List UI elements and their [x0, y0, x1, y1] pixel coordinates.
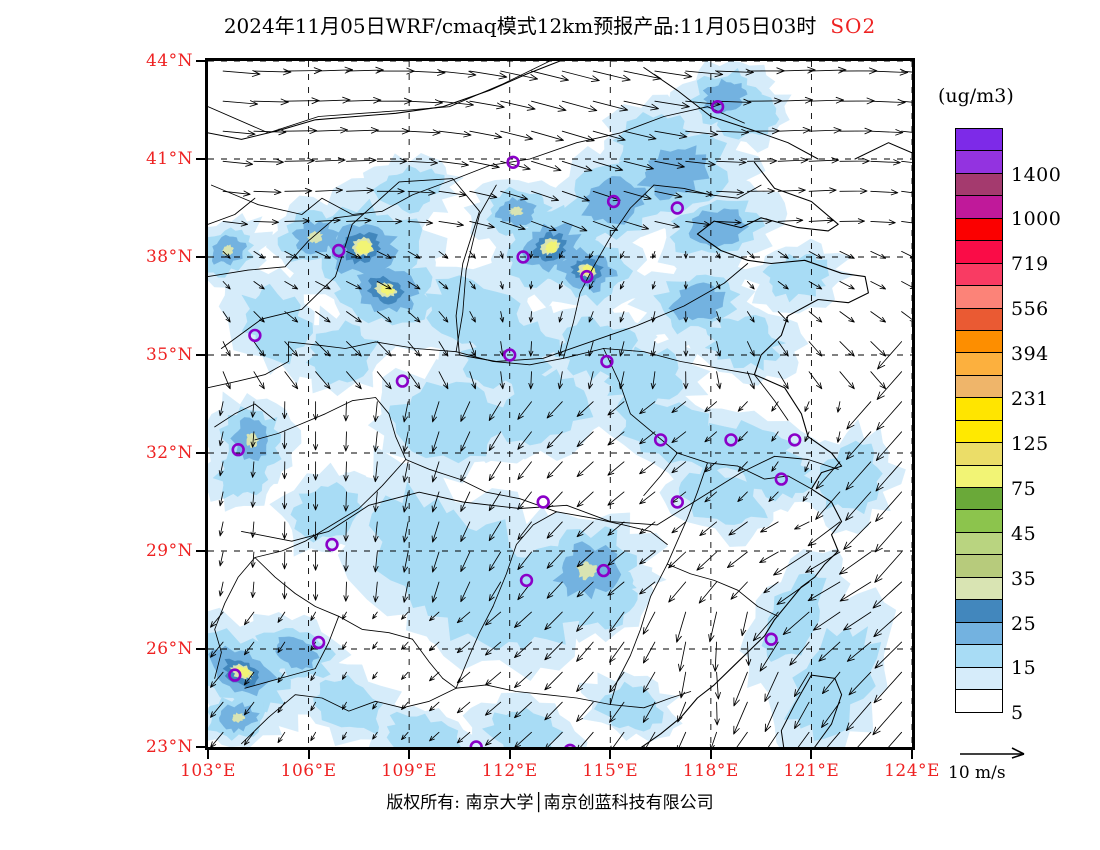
lat-tick-label: 44°N — [145, 51, 193, 71]
colorbar-cell — [956, 600, 1002, 623]
colorbar-tick-label: 75 — [1011, 477, 1037, 500]
wind-vector-field — [210, 66, 912, 747]
colorbar-cell — [956, 577, 1002, 601]
colorbar-tick-label: 231 — [1011, 388, 1049, 410]
lon-tick-label: 115°E — [582, 761, 639, 781]
colorbar-cell — [956, 420, 1002, 444]
colorbar-cell — [956, 443, 1002, 466]
colorbar-tick-label: 15 — [1011, 657, 1037, 680]
lon-tick-mark — [207, 750, 209, 759]
colorbar[interactable]: 1400 1000 719 556 394 231 125 75 45 35 25 15 5 — [955, 128, 1061, 724]
colorbar-cell — [956, 645, 1002, 668]
colorbar-cell — [956, 689, 1002, 713]
colorbar-cell — [956, 196, 1002, 219]
colorbar-tick-label: 35 — [1011, 567, 1037, 590]
graticule-gridlines — [208, 61, 912, 747]
colorbar-tick-label: 1000 — [1011, 208, 1062, 231]
map-plot-area[interactable] — [205, 58, 915, 750]
lat-tick-mark — [196, 648, 205, 650]
colorbar-cell — [956, 129, 1002, 152]
lat-tick-mark — [196, 354, 205, 356]
colorbar-cell — [956, 263, 1002, 287]
colorbar-cell — [956, 510, 1002, 533]
lon-tick-label: 112°E — [481, 761, 538, 781]
colorbar-cell — [956, 532, 1002, 556]
lon-tick-mark — [911, 750, 913, 759]
lon-tick-mark — [709, 750, 712, 759]
copyright-footer: 版权所有: 南京大学│南京创蓝科技有限公司 — [386, 793, 714, 813]
lat-tick-label: 38°N — [145, 247, 193, 267]
colorbar-cell — [956, 622, 1002, 646]
lon-tick-label: 124°E — [884, 761, 940, 781]
lat-tick-label: 32°N — [145, 443, 193, 463]
colorbar-cell — [956, 465, 1002, 488]
colorbar-tick-label: 394 — [1011, 343, 1049, 366]
lat-tick-label: 29°N — [145, 541, 193, 561]
lat-tick-mark — [196, 256, 205, 258]
wind-scale-arrow-icon — [960, 747, 1025, 759]
colorbar-cell — [956, 353, 1002, 376]
lat-tick-mark — [196, 452, 205, 454]
map-canvas — [208, 61, 912, 747]
lon-tick-label: 121°E — [783, 761, 840, 781]
lat-tick-label: 23°N — [145, 737, 193, 757]
species-label: SO2 — [830, 14, 877, 38]
city-marker-layer — [228, 99, 802, 747]
lat-tick-label: 41°N — [145, 149, 193, 169]
colorbar-unit-label: (ug/m3) — [938, 85, 1014, 107]
colorbar-tick-label: 125 — [1011, 432, 1049, 455]
colorbar-tick-label: 556 — [1011, 298, 1049, 321]
lon-tick-mark — [810, 750, 813, 759]
lon-tick-label: 118°E — [682, 761, 739, 781]
lon-tick-label: 103°E — [180, 761, 236, 781]
lon-tick-mark — [508, 750, 511, 759]
colorbar-tick-label: 5 — [1011, 702, 1024, 725]
lat-tick-label: 35°N — [145, 345, 193, 365]
lat-tick-mark — [196, 60, 205, 62]
colorbar-cell — [956, 151, 1002, 174]
colorbar-cells — [955, 128, 1003, 714]
lat-tick-mark — [196, 746, 205, 748]
colorbar-cell — [956, 173, 1002, 197]
lon-tick-mark — [408, 750, 411, 759]
colorbar-cell — [956, 308, 1002, 331]
colorbar-cell — [956, 241, 1002, 264]
colorbar-cell — [956, 218, 1002, 242]
lon-tick-mark — [609, 750, 612, 759]
title-text: 2024年11月05日WRF/cmaq模式12km预报产品:11月05日03时 — [223, 14, 817, 38]
colorbar-tick-label: 719 — [1011, 253, 1049, 276]
colorbar-tick-label: 25 — [1011, 612, 1037, 635]
lat-tick-label: 26°N — [145, 639, 193, 659]
lat-tick-mark — [196, 550, 205, 552]
colorbar-cell — [956, 330, 1002, 354]
colorbar-cell — [956, 286, 1002, 309]
colorbar-cell — [956, 555, 1002, 578]
page-title: 2024年11月05日WRF/cmaq模式12km预报产品:11月05日03时 S… — [0, 10, 1100, 39]
lon-tick-label: 109°E — [381, 761, 438, 781]
colorbar-tick-label: 45 — [1011, 522, 1037, 545]
colorbar-cell — [956, 375, 1002, 399]
colorbar-tick-label: 1400 — [1011, 163, 1062, 186]
wind-scale-label: 10 m/s — [948, 763, 1006, 783]
colorbar-cell — [956, 398, 1002, 421]
lon-tick-label: 106°E — [280, 761, 337, 781]
lat-tick-mark — [196, 158, 205, 160]
colorbar-cell — [956, 488, 1002, 511]
colorbar-cell — [956, 667, 1002, 690]
lon-tick-mark — [307, 750, 310, 759]
